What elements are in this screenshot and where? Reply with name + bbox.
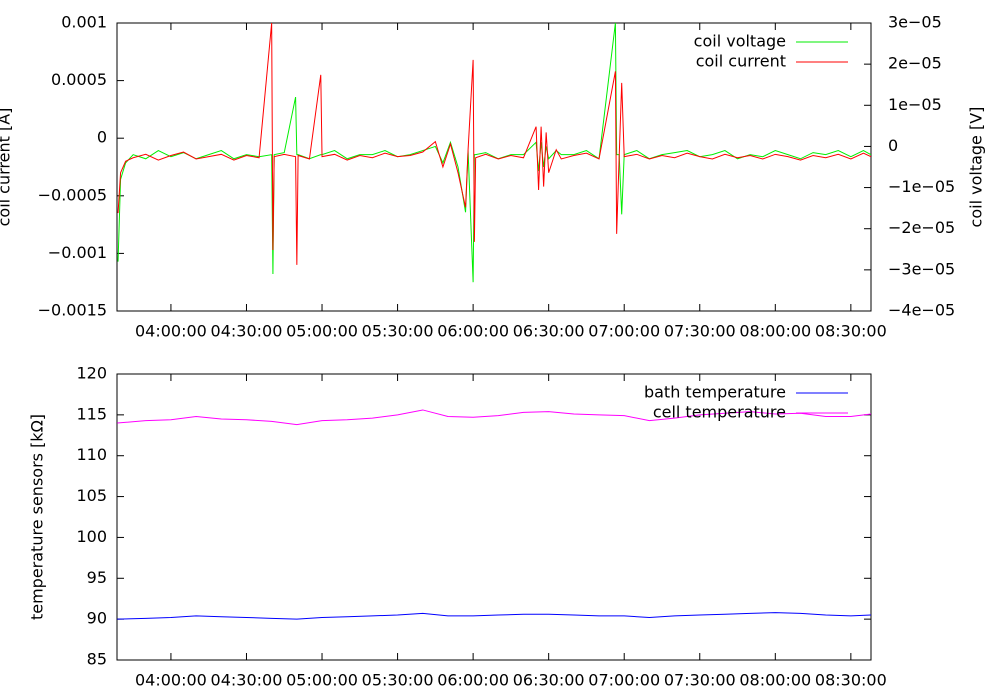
x-tick-label: 08:00:00 [739,671,811,690]
x-tick-label: 06:00:00 [437,671,509,690]
data-line [117,612,871,620]
x-tick-label: 07:00:00 [588,322,660,341]
y2-tick-label: 1e−05 [888,95,942,114]
x-tick-label: 04:00:00 [135,322,207,341]
y-axis-label: coil current [A] [0,108,14,227]
y-tick-label: −0.0005 [38,185,107,204]
y-tick-label: −0.001 [48,243,107,262]
y2-tick-label: −4e−05 [888,301,955,320]
x-tick-label: 04:30:00 [211,671,283,690]
y-tick-label: 95 [87,568,107,587]
y-tick-label: 110 [76,445,107,464]
y-tick-label: 0 [97,128,107,147]
x-tick-label: 05:00:00 [286,671,358,690]
x-tick-label: 07:30:00 [664,322,736,341]
y2-tick-label: −1e−05 [888,177,955,196]
y2-axis-label: coil voltage [V] [967,107,986,228]
x-tick-label: 05:30:00 [362,671,434,690]
y2-tick-label: 3e−05 [888,13,942,32]
x-tick-label: 05:30:00 [362,322,434,341]
x-tick-label: 07:30:00 [664,671,736,690]
y-tick-label: 90 [87,609,107,628]
x-tick-label: 08:00:00 [739,322,811,341]
x-tick-label: 06:30:00 [513,671,585,690]
y-tick-label: 85 [87,650,107,669]
x-tick-label: 08:30:00 [815,322,887,341]
y-tick-label: 120 [76,364,107,383]
plot-frame [116,373,872,661]
y-tick-label: −0.0015 [38,301,107,320]
x-tick-label: 04:30:00 [211,322,283,341]
legend-label: coil voltage [694,32,786,51]
data-line [117,23,871,283]
y2-tick-label: 2e−05 [888,54,942,73]
legend-label: cell temperature [653,403,786,422]
x-tick-label: 08:30:00 [815,671,887,690]
y2-tick-label: −2e−05 [888,218,955,237]
y-tick-label: 100 [76,527,107,546]
data-line [117,409,871,426]
y-tick-label: 0.0005 [51,70,107,89]
y2-tick-label: 0 [888,136,898,155]
y-axis-label: temperature sensors [kΩ] [28,414,47,620]
legend-label: bath temperature [644,383,786,402]
y-tick-label: 115 [76,404,107,423]
x-tick-label: 05:00:00 [286,322,358,341]
y2-tick-label: −3e−05 [888,259,955,278]
x-tick-label: 07:00:00 [588,671,660,690]
y-tick-label: 0.001 [61,13,107,32]
x-tick-label: 06:00:00 [437,322,509,341]
x-tick-label: 06:30:00 [513,322,585,341]
y-tick-label: 105 [76,486,107,505]
plot-frame [116,22,872,312]
legend-label: coil current [696,52,786,71]
x-tick-label: 04:00:00 [135,671,207,690]
data-line [117,23,871,265]
